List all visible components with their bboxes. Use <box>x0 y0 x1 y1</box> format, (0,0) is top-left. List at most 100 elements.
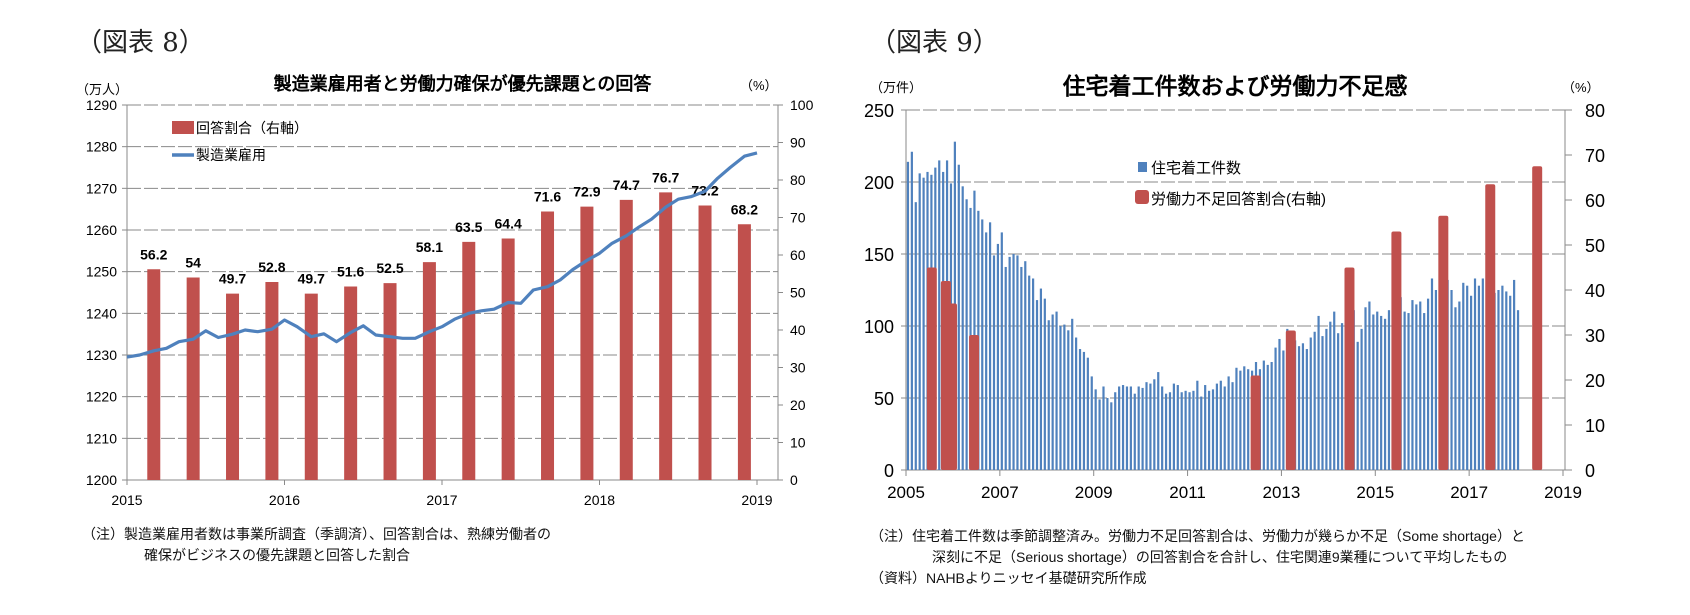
chart2-housing-bar <box>1282 350 1285 470</box>
chart1-left-tick-label: 1270 <box>86 180 117 196</box>
chart2-housing-bar <box>1356 341 1359 470</box>
chart1-bar <box>659 192 673 480</box>
chart1-bar <box>186 277 200 480</box>
chart2-housing-bar <box>1415 304 1418 470</box>
chart2-housing-bar <box>1118 386 1121 470</box>
chart1-legend-bar-label: 回答割合（右軸） <box>196 120 308 136</box>
chart1-note-line-1: （注）製造業雇用者数は事業所調査（季調済）、回答割合は、熟練労働者の <box>82 526 551 542</box>
chart2-left-unit: （万件） <box>870 80 922 95</box>
chart2-shortage-bar <box>969 335 980 470</box>
chart2-housing-bar <box>1403 311 1406 470</box>
chart2-note-source: （資料）NAHBよりニッセイ基礎研究所作成 <box>870 570 1147 586</box>
chart2-housing-bar <box>1387 310 1391 470</box>
chart2-housing-bar <box>1164 393 1168 470</box>
chart2-housing-bar <box>1153 379 1156 470</box>
chart2-housing-bar <box>1247 369 1250 470</box>
chart2-housing-bar <box>973 190 976 470</box>
chart2-legend-housing-swatch <box>1138 162 1147 172</box>
chart2-shortage-bar <box>1285 330 1296 470</box>
chart2-housing-bar <box>1481 278 1484 470</box>
chart2-housing-bar <box>1372 314 1375 470</box>
chart2-housing-bar <box>1114 392 1117 470</box>
chart2-housing-bar <box>1380 315 1383 470</box>
chart2-x-tick-label: 2011 <box>1169 483 1206 502</box>
chart1-right-tick-label: 100 <box>790 97 814 113</box>
chart1-bar-label: 68.2 <box>731 201 758 217</box>
chart1-left-unit: （万人） <box>76 82 128 97</box>
chart1-title: 製造業雇用者と労働力確保が優先課題との回答 <box>273 73 653 94</box>
chart2-housing-bar <box>1125 386 1129 470</box>
chart2-housing-bar <box>1172 383 1175 470</box>
chart2-housing-bar <box>1505 291 1508 470</box>
chart2-housing-bar <box>1450 290 1453 470</box>
chart2-housing-bar <box>1207 390 1211 470</box>
chart2-housing-bar <box>906 161 910 470</box>
chart2-housing-bar <box>1215 383 1219 470</box>
chart2-housing-bar <box>1368 301 1371 470</box>
chart2-housing-bar <box>1469 295 1473 470</box>
chart1-left-tick-label: 1260 <box>86 222 117 238</box>
chart2-housing-bar <box>1360 328 1363 470</box>
chart2-housing-bar <box>1028 275 1031 470</box>
chart1-right-tick-label: 40 <box>790 322 806 338</box>
chart2-housing-bar <box>1055 311 1058 470</box>
chart2-right-tick-label: 20 <box>1585 371 1605 391</box>
chart2-housing-bar <box>1317 315 1320 470</box>
chart1-bar-label: 56.2 <box>140 246 167 262</box>
chart2-housing-bar <box>1509 295 1512 470</box>
chart2-housing-bar <box>1219 380 1222 470</box>
chart1-bar <box>619 199 633 480</box>
chart1-legend-bar-swatch <box>172 121 194 134</box>
chart1-note-line-2: 確保がビジネスの優先課題と回答した割合 <box>144 547 410 563</box>
chart1-bar-label: 49.7 <box>298 271 325 287</box>
chart1-right-unit: （%） <box>740 78 778 93</box>
chart2-right-tick-label: 80 <box>1585 101 1605 121</box>
chart1-bar-label: 52.5 <box>376 260 403 276</box>
chart2-shortage-bar <box>1391 231 1402 470</box>
chart2-housing-bar <box>1274 347 1277 470</box>
chart2-notes: （注）住宅着工件数は季節調整済み。労働力不足回答割合は、労働力が幾らか不足（So… <box>870 526 1525 589</box>
chart2-housing-bar <box>1188 392 1191 470</box>
chart1-right-tick-label: 20 <box>790 397 806 413</box>
chart2-housing-bar <box>1024 261 1027 470</box>
chart2-housing-bar <box>1141 387 1144 470</box>
chart2-housing-bar <box>1454 307 1457 470</box>
chart1-bar <box>580 206 594 480</box>
chart1-bar <box>383 283 397 480</box>
chart2-housing-bar <box>1337 333 1340 470</box>
chart2-housing-bar <box>1078 349 1082 470</box>
chart2-note-line-2: 深刻に不足（Serious shortage）の回答割合を合計し、住宅関連9業種… <box>932 549 1508 565</box>
chart2-left-tick-label: 100 <box>864 317 894 337</box>
chart2-x-tick-label: 2015 <box>1356 483 1394 502</box>
chart2-legend-shortage-swatch <box>1135 190 1149 204</box>
chart1-bar <box>462 241 476 480</box>
chart2-housing-bar <box>922 177 925 470</box>
chart2-housing-bar <box>1039 288 1043 470</box>
chart2-housing-bar <box>1305 349 1308 470</box>
chart1-bar <box>737 224 751 480</box>
chart2-housing-bar <box>1364 307 1367 470</box>
chart2-x-tick-label: 2005 <box>887 483 925 502</box>
chart2-housing-bar <box>1266 364 1269 470</box>
chart2-housing-bar <box>996 243 1000 470</box>
chart1-right-tick-label: 60 <box>790 247 806 263</box>
chart1-bar <box>226 293 240 480</box>
chart2-housing-bar <box>918 173 921 471</box>
chart2-housing-bar <box>1321 336 1324 470</box>
chart1-x-tick-label: 2019 <box>741 492 772 508</box>
chart1-x-tick-label: 2018 <box>584 492 615 508</box>
chart2-housing-bar <box>1168 392 1172 470</box>
chart1-bar <box>304 293 318 480</box>
chart2-housing-bar <box>1462 282 1465 470</box>
chart2-shortage-bar <box>1344 267 1355 470</box>
chart2-housing-bar <box>1231 382 1234 470</box>
chart2-housing-bar <box>1035 300 1039 470</box>
chart2-right-unit: （%） <box>1562 80 1600 95</box>
chart2-housing-bar <box>1407 313 1410 470</box>
chart2-housing-bar <box>1063 324 1066 470</box>
chart2-housing-bar <box>1020 266 1023 470</box>
chart1-right-tick-label: 90 <box>790 135 806 151</box>
chart2-housing-bar <box>1129 386 1132 470</box>
chart1-right-tick-label: 50 <box>790 285 806 301</box>
chart2-housing-bar <box>1270 362 1273 470</box>
